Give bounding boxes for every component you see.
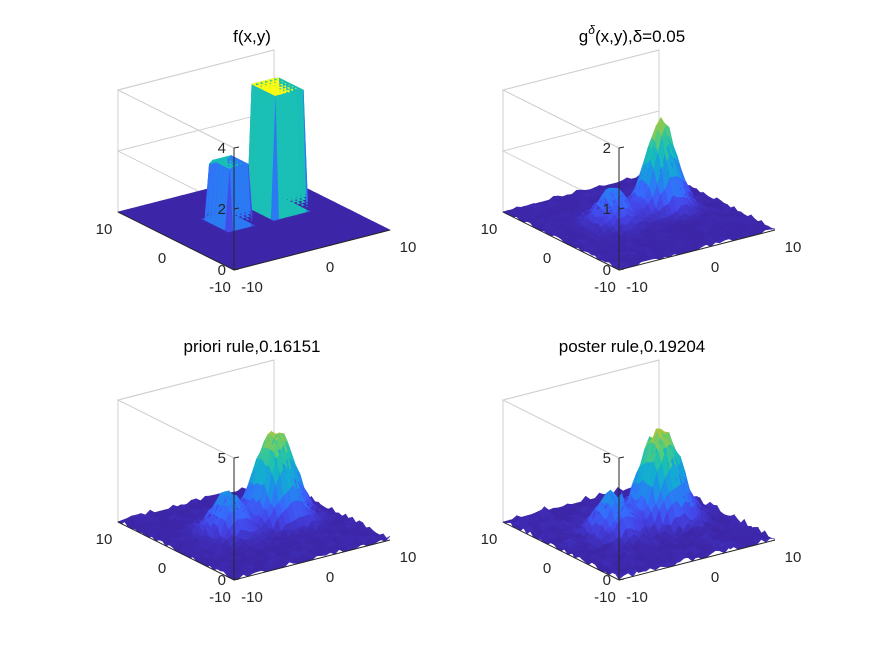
chart-title: gδ(x,y),δ=0.05 bbox=[579, 23, 685, 46]
z-tick-label: 5 bbox=[218, 450, 226, 467]
x-tick-label: -10 bbox=[241, 589, 263, 606]
chart-title-main: g bbox=[579, 27, 588, 46]
y-tick-label: -10 bbox=[209, 589, 231, 606]
surface-mesh bbox=[502, 428, 776, 580]
z-tick-label: 4 bbox=[218, 140, 226, 157]
z-gridline bbox=[116, 49, 275, 149]
z-gridline bbox=[501, 49, 660, 149]
chart-title-main: poster rule,0.19204 bbox=[559, 337, 706, 356]
z-tick-mark bbox=[618, 146, 625, 149]
y-tick-label: 10 bbox=[481, 221, 498, 238]
z-tick-mark bbox=[233, 456, 240, 459]
y-tick-label: 10 bbox=[481, 531, 498, 548]
x-tick-label: -10 bbox=[241, 279, 263, 296]
z-gridline bbox=[116, 359, 275, 459]
z-gridline bbox=[116, 110, 275, 210]
z-tick-mark bbox=[233, 146, 240, 149]
z-tick-label: 5 bbox=[603, 450, 611, 467]
y-tick-label: -10 bbox=[594, 589, 616, 606]
surface-mesh bbox=[502, 116, 776, 270]
z-tick-mark bbox=[618, 268, 625, 271]
x-tick-label: 10 bbox=[785, 549, 802, 566]
y-tick-label: 0 bbox=[543, 250, 551, 267]
z-tick-mark bbox=[233, 207, 240, 210]
z-tick-label: 2 bbox=[603, 140, 611, 157]
x-tick-label: 10 bbox=[785, 239, 802, 256]
z-tick-mark bbox=[233, 268, 240, 271]
chart-title: priori rule,0.16151 bbox=[183, 337, 320, 356]
z-tick-label: 2 bbox=[218, 201, 226, 218]
x-tick-label: 0 bbox=[711, 569, 719, 586]
x-tick-label: -10 bbox=[626, 279, 648, 296]
chart-title: poster rule,0.19204 bbox=[559, 337, 706, 356]
x-tick-label: 0 bbox=[326, 259, 334, 276]
y-tick-label: 10 bbox=[96, 221, 113, 238]
x-tick-label: 10 bbox=[400, 239, 417, 256]
z-tick-label: 0 bbox=[218, 262, 226, 279]
z-tick-label: 1 bbox=[603, 201, 611, 218]
y-tick-label: 0 bbox=[158, 250, 166, 267]
y-tick-label: 10 bbox=[96, 531, 113, 548]
y-tick-label: 0 bbox=[158, 560, 166, 577]
chart-title-suffix: (x,y),δ=0.05 bbox=[595, 27, 685, 46]
chart-title: f(x,y) bbox=[233, 27, 271, 46]
x-tick-label: 0 bbox=[326, 569, 334, 586]
z-tick-label: 0 bbox=[603, 572, 611, 589]
x-tick-label: 10 bbox=[400, 549, 417, 566]
z-tick-label: 0 bbox=[603, 262, 611, 279]
x-tick-label: -10 bbox=[626, 589, 648, 606]
y-tick-label: 0 bbox=[543, 560, 551, 577]
chart-title-main: priori rule,0.16151 bbox=[183, 337, 320, 356]
z-gridline bbox=[501, 359, 660, 459]
z-tick-mark bbox=[618, 456, 625, 459]
y-tick-label: -10 bbox=[594, 279, 616, 296]
surface-mesh bbox=[117, 430, 391, 581]
z-tick-label: 0 bbox=[218, 572, 226, 589]
surface-mesh bbox=[117, 77, 391, 271]
y-tick-label: -10 bbox=[209, 279, 231, 296]
x-tick-label: 0 bbox=[711, 259, 719, 276]
chart-title-main: f(x,y) bbox=[233, 27, 271, 46]
